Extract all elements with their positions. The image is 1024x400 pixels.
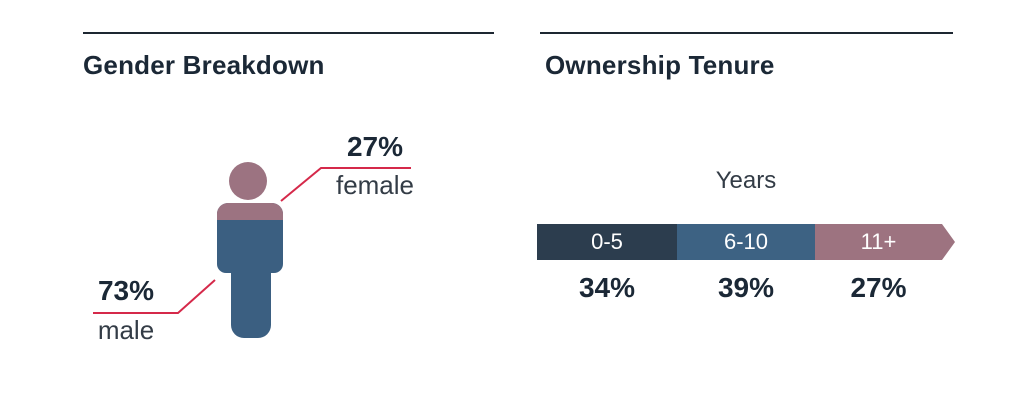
person-shoulders-icon <box>217 203 283 220</box>
tenure-panel-title: Ownership Tenure <box>545 50 775 80</box>
tenure-percent-11-plus: 27% <box>850 272 907 303</box>
years-axis-label: Years <box>715 167 777 194</box>
gender-panel-title: Gender Breakdown <box>83 50 325 80</box>
tenure-segment-0-5-label: 0-5 <box>591 229 623 254</box>
person-head-icon <box>229 162 267 200</box>
tenure-bar: 0-5 6-10 11+ <box>537 224 955 260</box>
tenure-panel-top-rule <box>540 32 953 34</box>
female-percent: 27% <box>346 131 404 162</box>
tenure-segment-6-10-label: 6-10 <box>723 229 769 254</box>
male-percent: 73% <box>97 275 155 306</box>
person-legs-icon <box>231 271 271 338</box>
tenure-segment-0-5: 0-5 <box>537 224 677 260</box>
tenure-percent-6-10: 39% <box>717 272 775 303</box>
tenure-segment-6-10: 6-10 <box>677 224 815 260</box>
male-label: male <box>97 315 155 345</box>
tenure-segment-11-plus-label: 11+ <box>860 229 897 254</box>
female-label: female <box>335 170 415 200</box>
person-torso-icon <box>217 203 283 273</box>
tenure-segment-11-plus: 11+ <box>815 224 955 260</box>
gender-panel-top-rule <box>83 32 494 34</box>
tenure-percent-0-5: 34% <box>578 272 636 303</box>
tenure-percent-row: 34% 39% 27% <box>537 272 955 304</box>
